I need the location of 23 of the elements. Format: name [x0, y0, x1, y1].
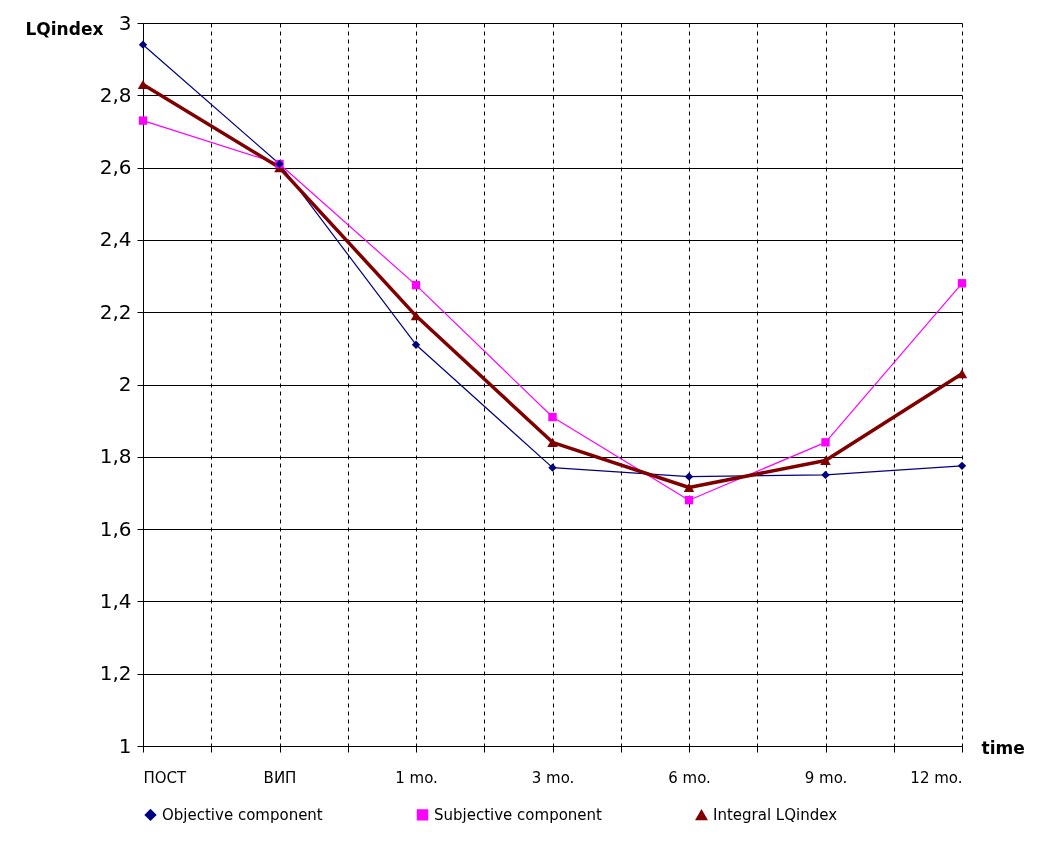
y-tick-label: 2,4 [99, 227, 132, 252]
y-tick-label: 1,4 [99, 588, 132, 613]
y-tick-label: 2,6 [99, 155, 132, 180]
x-tick-label: ПОСТ [143, 768, 188, 787]
legend-label: Subjective component [434, 805, 603, 824]
y-tick-label: 2,2 [99, 299, 132, 324]
x-tick-label: 9 mo. [804, 768, 848, 787]
y-tick-label: 1,8 [99, 444, 132, 469]
x-tick-label: 3 mo. [531, 768, 575, 787]
y-tick-label: 2,8 [99, 82, 132, 107]
legend-label: Objective component [162, 805, 323, 824]
y-tick-label: 3 [118, 10, 132, 35]
x-axis-title: time [981, 737, 1025, 758]
y-tick-label: 2 [118, 372, 132, 396]
x-tick-label: 6 mo. [668, 768, 711, 787]
x-tick-label: 12 mo. [910, 768, 963, 787]
y-axis-title: LQindex [25, 18, 104, 39]
x-tick-label: ВИП [263, 768, 297, 787]
x-tick-label: 1 mo. [395, 768, 438, 787]
y-tick-label: 1,2 [99, 661, 132, 686]
y-tick-label: 1 [118, 733, 132, 758]
y-tick-label: 1,6 [99, 516, 132, 541]
legend-label: Integral LQindex [713, 806, 838, 825]
